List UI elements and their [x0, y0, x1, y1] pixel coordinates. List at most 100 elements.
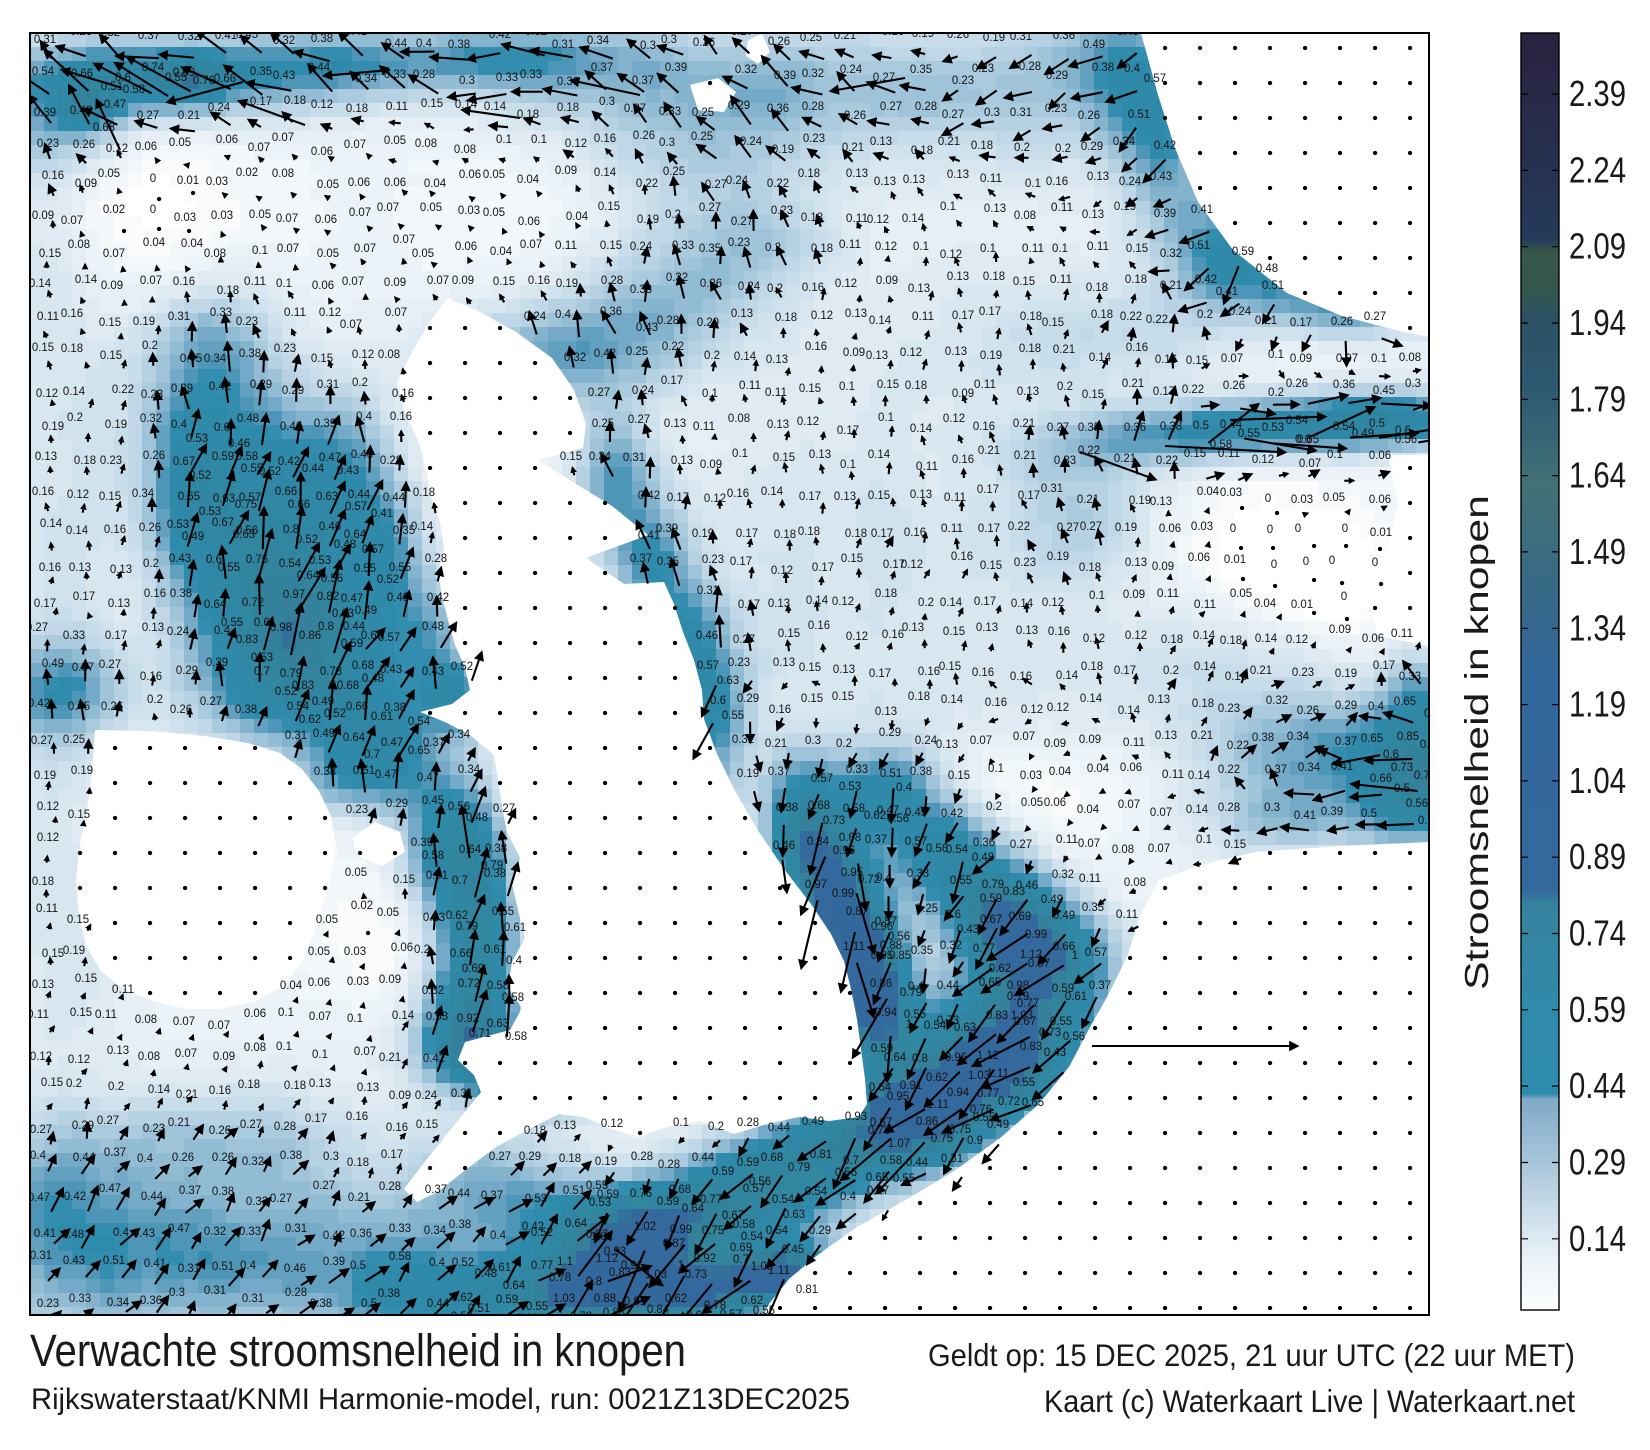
svg-text:0.32: 0.32 [1160, 246, 1182, 260]
svg-text:0.29: 0.29 [697, 315, 719, 329]
svg-text:0.27: 0.27 [731, 214, 753, 228]
svg-text:0.29: 0.29 [728, 98, 750, 112]
svg-text:0.13: 0.13 [903, 172, 925, 186]
svg-text:0.23: 0.23 [972, 61, 994, 75]
svg-text:0.47: 0.47 [104, 97, 126, 111]
svg-text:0.18: 0.18 [413, 485, 435, 499]
svg-text:0.14: 0.14 [63, 384, 85, 398]
svg-text:0.15: 0.15 [560, 449, 582, 463]
svg-text:0.36: 0.36 [600, 304, 622, 318]
svg-text:0.11: 0.11 [1051, 200, 1073, 214]
svg-text:0.15: 0.15 [1042, 315, 1064, 329]
svg-text:0.02: 0.02 [103, 202, 125, 216]
svg-text:0.22: 0.22 [1120, 309, 1142, 323]
svg-text:0.53: 0.53 [1262, 420, 1284, 434]
svg-text:0.12: 0.12 [835, 276, 857, 290]
svg-text:0.4: 0.4 [416, 36, 432, 50]
svg-text:0.14: 0.14 [734, 349, 756, 363]
svg-text:0.08: 0.08 [1014, 208, 1036, 222]
svg-text:0.18: 0.18 [798, 166, 820, 180]
svg-text:0.03: 0.03 [1220, 485, 1242, 499]
svg-text:0.14: 0.14 [869, 313, 891, 327]
svg-text:0.35: 0.35 [250, 64, 272, 78]
svg-text:0.19: 0.19 [105, 417, 127, 431]
svg-text:0.16: 0.16 [1155, 352, 1177, 366]
svg-text:0.12: 0.12 [352, 347, 374, 361]
svg-text:0.38: 0.38 [1092, 60, 1114, 74]
svg-text:0.54: 0.54 [1286, 413, 1308, 427]
svg-text:0.11: 0.11 [765, 385, 787, 399]
svg-text:0.14: 0.14 [29, 276, 51, 290]
svg-text:0.2: 0.2 [142, 338, 158, 352]
svg-text:0.2: 0.2 [1055, 141, 1071, 155]
svg-text:0.21: 0.21 [1122, 376, 1144, 390]
svg-text:0.21: 0.21 [978, 443, 1000, 457]
svg-text:0.06: 0.06 [518, 214, 540, 228]
svg-text:0.27: 0.27 [942, 107, 964, 121]
svg-text:0.32: 0.32 [802, 66, 824, 80]
svg-text:0.15: 0.15 [598, 199, 620, 213]
svg-text:0: 0 [150, 202, 157, 216]
svg-text:0.11: 0.11 [284, 305, 306, 319]
svg-text:0.17: 0.17 [661, 373, 683, 387]
svg-text:0.18: 0.18 [217, 283, 239, 297]
svg-text:0.18: 0.18 [61, 341, 83, 355]
svg-text:0.25: 0.25 [663, 164, 685, 178]
svg-text:0.17: 0.17 [1018, 488, 1040, 502]
svg-text:0.04: 0.04 [181, 236, 203, 250]
svg-text:0.1: 0.1 [1052, 241, 1068, 255]
svg-text:0.13: 0.13 [866, 348, 888, 362]
svg-text:0.15: 0.15 [1186, 353, 1208, 367]
svg-text:0.04: 0.04 [143, 235, 165, 249]
svg-text:0.31: 0.31 [317, 377, 339, 391]
svg-text:0.44: 0.44 [383, 490, 405, 504]
svg-text:0.07: 0.07 [349, 205, 371, 219]
svg-text:0.31: 0.31 [1041, 481, 1063, 495]
svg-text:0.29: 0.29 [1081, 139, 1103, 153]
svg-text:0.2: 0.2 [1268, 385, 1284, 399]
svg-text:0.05: 0.05 [169, 135, 191, 149]
svg-text:0.09: 0.09 [32, 208, 54, 222]
svg-text:0.1: 0.1 [1025, 176, 1041, 190]
svg-text:0.06: 0.06 [455, 239, 477, 253]
svg-text:0.26: 0.26 [143, 448, 165, 462]
svg-text:0.11: 0.11 [974, 377, 996, 391]
svg-text:0.66: 0.66 [288, 497, 310, 511]
svg-text:0.31: 0.31 [34, 32, 56, 46]
svg-text:0.13: 0.13 [945, 344, 967, 358]
svg-text:0.66: 0.66 [275, 484, 297, 498]
svg-text:0.13: 0.13 [910, 487, 932, 501]
svg-text:0.37: 0.37 [591, 60, 613, 74]
svg-text:0.16: 0.16 [32, 484, 54, 498]
svg-text:0.36: 0.36 [767, 101, 789, 115]
svg-text:0.57: 0.57 [239, 490, 261, 504]
svg-text:0.12: 0.12 [797, 414, 819, 428]
svg-text:0.13: 0.13 [809, 447, 831, 461]
svg-text:0.05: 0.05 [249, 207, 271, 221]
svg-text:0.27: 0.27 [699, 200, 721, 214]
svg-text:0.22: 0.22 [112, 382, 134, 396]
svg-text:0.35: 0.35 [699, 241, 721, 255]
svg-text:0.18: 0.18 [971, 138, 993, 152]
svg-text:0.12: 0.12 [311, 97, 333, 111]
svg-text:0.33: 0.33 [520, 67, 542, 81]
svg-text:0.6: 0.6 [214, 420, 230, 434]
svg-text:0.15: 0.15 [39, 246, 61, 260]
svg-text:0.16: 0.16 [42, 168, 64, 182]
svg-text:0.1: 0.1 [702, 386, 718, 400]
svg-text:0.06: 0.06 [312, 278, 334, 292]
svg-text:0.06: 0.06 [348, 175, 370, 189]
svg-text:0.03: 0.03 [1291, 492, 1313, 506]
svg-text:0.06: 0.06 [1369, 492, 1391, 506]
svg-text:0.07: 0.07 [272, 130, 294, 144]
svg-text:0.42: 0.42 [594, 346, 616, 360]
svg-text:0.13: 0.13 [664, 416, 686, 430]
svg-text:0.27: 0.27 [1047, 420, 1069, 434]
svg-text:0.1: 0.1 [980, 241, 996, 255]
svg-text:0.1: 0.1 [276, 276, 292, 290]
svg-text:0.23: 0.23 [100, 453, 122, 467]
svg-text:0.07: 0.07 [354, 241, 376, 255]
svg-text:0.09: 0.09 [452, 273, 474, 287]
svg-text:0.22: 0.22 [767, 176, 789, 190]
svg-text:0.12: 0.12 [704, 491, 726, 505]
